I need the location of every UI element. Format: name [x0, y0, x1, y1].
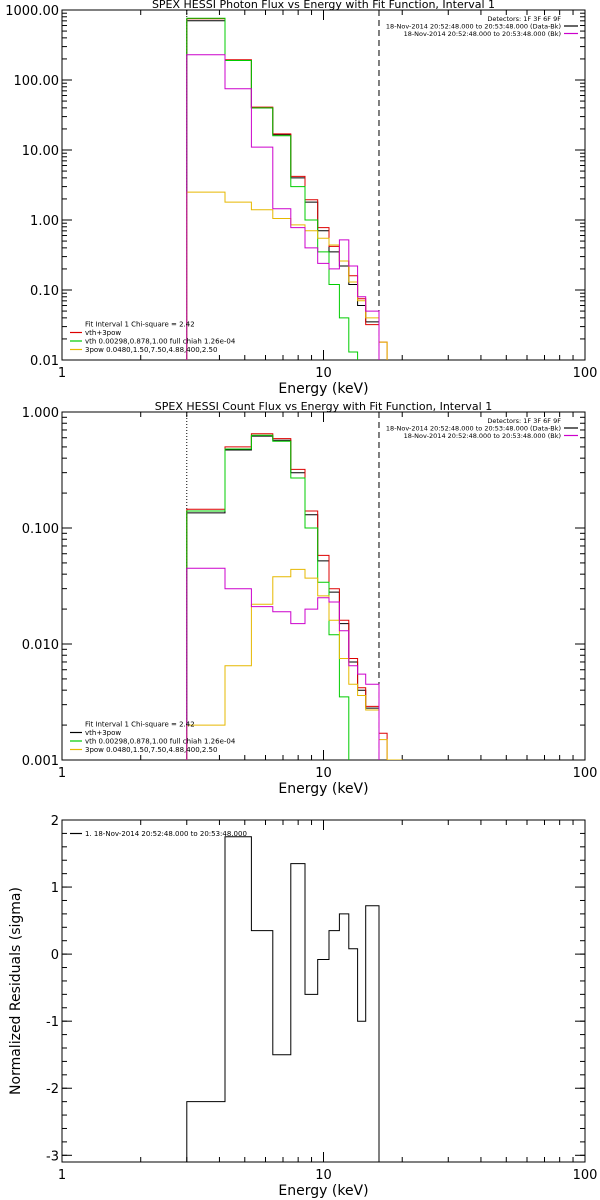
- x-tick-label: 10: [315, 1168, 332, 1183]
- legend-right-entry: 18-Nov-2014 20:52:48.000 to 20:53:48.000…: [386, 425, 561, 433]
- y-axis-label: Normalized Residuals (sigma): [8, 887, 24, 1095]
- y-tick-label: 10.00: [22, 144, 59, 159]
- x-tick-label: 1: [58, 766, 66, 781]
- legend-right-entry: Detectors: 1F 3F 6F 9F: [487, 417, 561, 425]
- series-black-line: [186, 836, 380, 1162]
- legend-left-entry: vth 0.00298,0.878,1.00 full chiah 1.26e-…: [85, 338, 236, 346]
- x-tick-label: 100: [573, 366, 598, 381]
- y-tick-label: 0.010: [22, 638, 59, 653]
- legend-right-entry: 18-Nov-2014 20:52:48.000 to 20:53:48.000…: [404, 30, 561, 38]
- y-tick-label: -2: [46, 1082, 59, 1097]
- x-tick-label: 1: [58, 366, 66, 381]
- y-tick-label: -1: [46, 1015, 59, 1030]
- series-black-line: [186, 435, 380, 760]
- chart-title: SPEX HESSI Count Flux vs Energy with Fit…: [155, 400, 492, 413]
- series-group: [186, 433, 403, 760]
- legend-right-entry: 18-Nov-2014 20:52:48.000 to 20:53:48.000…: [404, 432, 561, 440]
- legend-left-entry: Fit Interval 1 Chi-square = 2.42: [85, 321, 195, 329]
- y-minor-ticks: [62, 832, 585, 1156]
- y-tick-label: 1.000: [22, 406, 59, 421]
- plot-frame: [61, 9, 586, 361]
- x-minor-ticks: [140, 10, 574, 360]
- legend-left-entry: vth 0.00298,0.878,1.00 full chiah 1.26e-…: [85, 738, 236, 746]
- series-black-line: [186, 20, 380, 360]
- photon-flux-chart: SPEX HESSI Photon Flux vs Energy with Fi…: [5, 0, 598, 397]
- legend-right-entry: 18-Nov-2014 20:52:48.000 to 20:53:48.000…: [386, 23, 561, 31]
- x-minor-ticks: [140, 820, 574, 1162]
- series-red-line: [186, 433, 403, 760]
- y-minor-ticks: [62, 416, 585, 726]
- chart-title: SPEX HESSI Photon Flux vs Energy with Fi…: [152, 0, 495, 11]
- plot-frame: [61, 411, 586, 761]
- series-group: [186, 836, 380, 1162]
- y-tick-label: 1.00: [30, 214, 59, 229]
- legend-left-entry: 3pow 0.0480,1.50,7.50,4.88,400,2.50: [85, 346, 217, 354]
- x-tick-label: 100: [573, 1168, 598, 1183]
- series-group: [186, 17, 388, 360]
- series-magenta-line: [186, 567, 380, 760]
- y-tick-label: 0.10: [30, 284, 59, 299]
- y-tick-label: 1000.00: [5, 4, 59, 19]
- residuals-chart: 1 10 100 Energy (keV) -3 -2 -1 0 1 2 Normalized Re…: [8, 814, 598, 1199]
- x-tick-label: 100: [573, 766, 598, 781]
- x-tick-label: 10: [315, 766, 332, 781]
- y-tick-label: 2: [51, 814, 59, 829]
- x-axis-label: Energy (keV): [278, 781, 368, 797]
- y-tick-label: 0.100: [22, 522, 59, 537]
- series-green-line: [186, 17, 359, 360]
- x-axis-label: Energy (keV): [278, 1183, 368, 1199]
- y-tick-label: 100.00: [14, 74, 60, 89]
- x-axis-label: Energy (keV): [278, 381, 368, 397]
- series-yellow-line: [186, 568, 403, 760]
- y-minor-ticks: [62, 12, 585, 340]
- count-flux-chart: SPEX HESSI Count Flux vs Energy with Fit…: [22, 400, 598, 797]
- legend-left-entry: 3pow 0.0480,1.50,7.50,4.88,400,2.50: [85, 746, 217, 754]
- y-tick-label: 0: [51, 948, 59, 963]
- legend-left-entry: Fit Interval 1 Chi-square = 2.42: [85, 721, 195, 729]
- series-green-line: [186, 434, 350, 760]
- legend-left-entry: 1. 18-Nov-2014 20:52:48.000 to 20:53:48.…: [85, 830, 247, 838]
- legend-right-entry: Detectors: 1F 3F 6F 9F: [487, 15, 561, 23]
- x-tick-label: 1: [58, 1168, 66, 1183]
- y-tick-label: -3: [46, 1149, 59, 1164]
- x-tick-label: 10: [315, 366, 332, 381]
- legend-left-entry: vth+3pow: [85, 729, 121, 737]
- plot-frame: [61, 819, 586, 1163]
- series-magenta-line: [186, 54, 380, 360]
- y-tick-label: 0.001: [22, 754, 59, 769]
- legend-left-entry: vth+3pow: [85, 329, 121, 337]
- y-tick-label: 1: [51, 881, 59, 896]
- x-minor-ticks: [140, 412, 574, 760]
- y-tick-label: 0.01: [30, 354, 59, 369]
